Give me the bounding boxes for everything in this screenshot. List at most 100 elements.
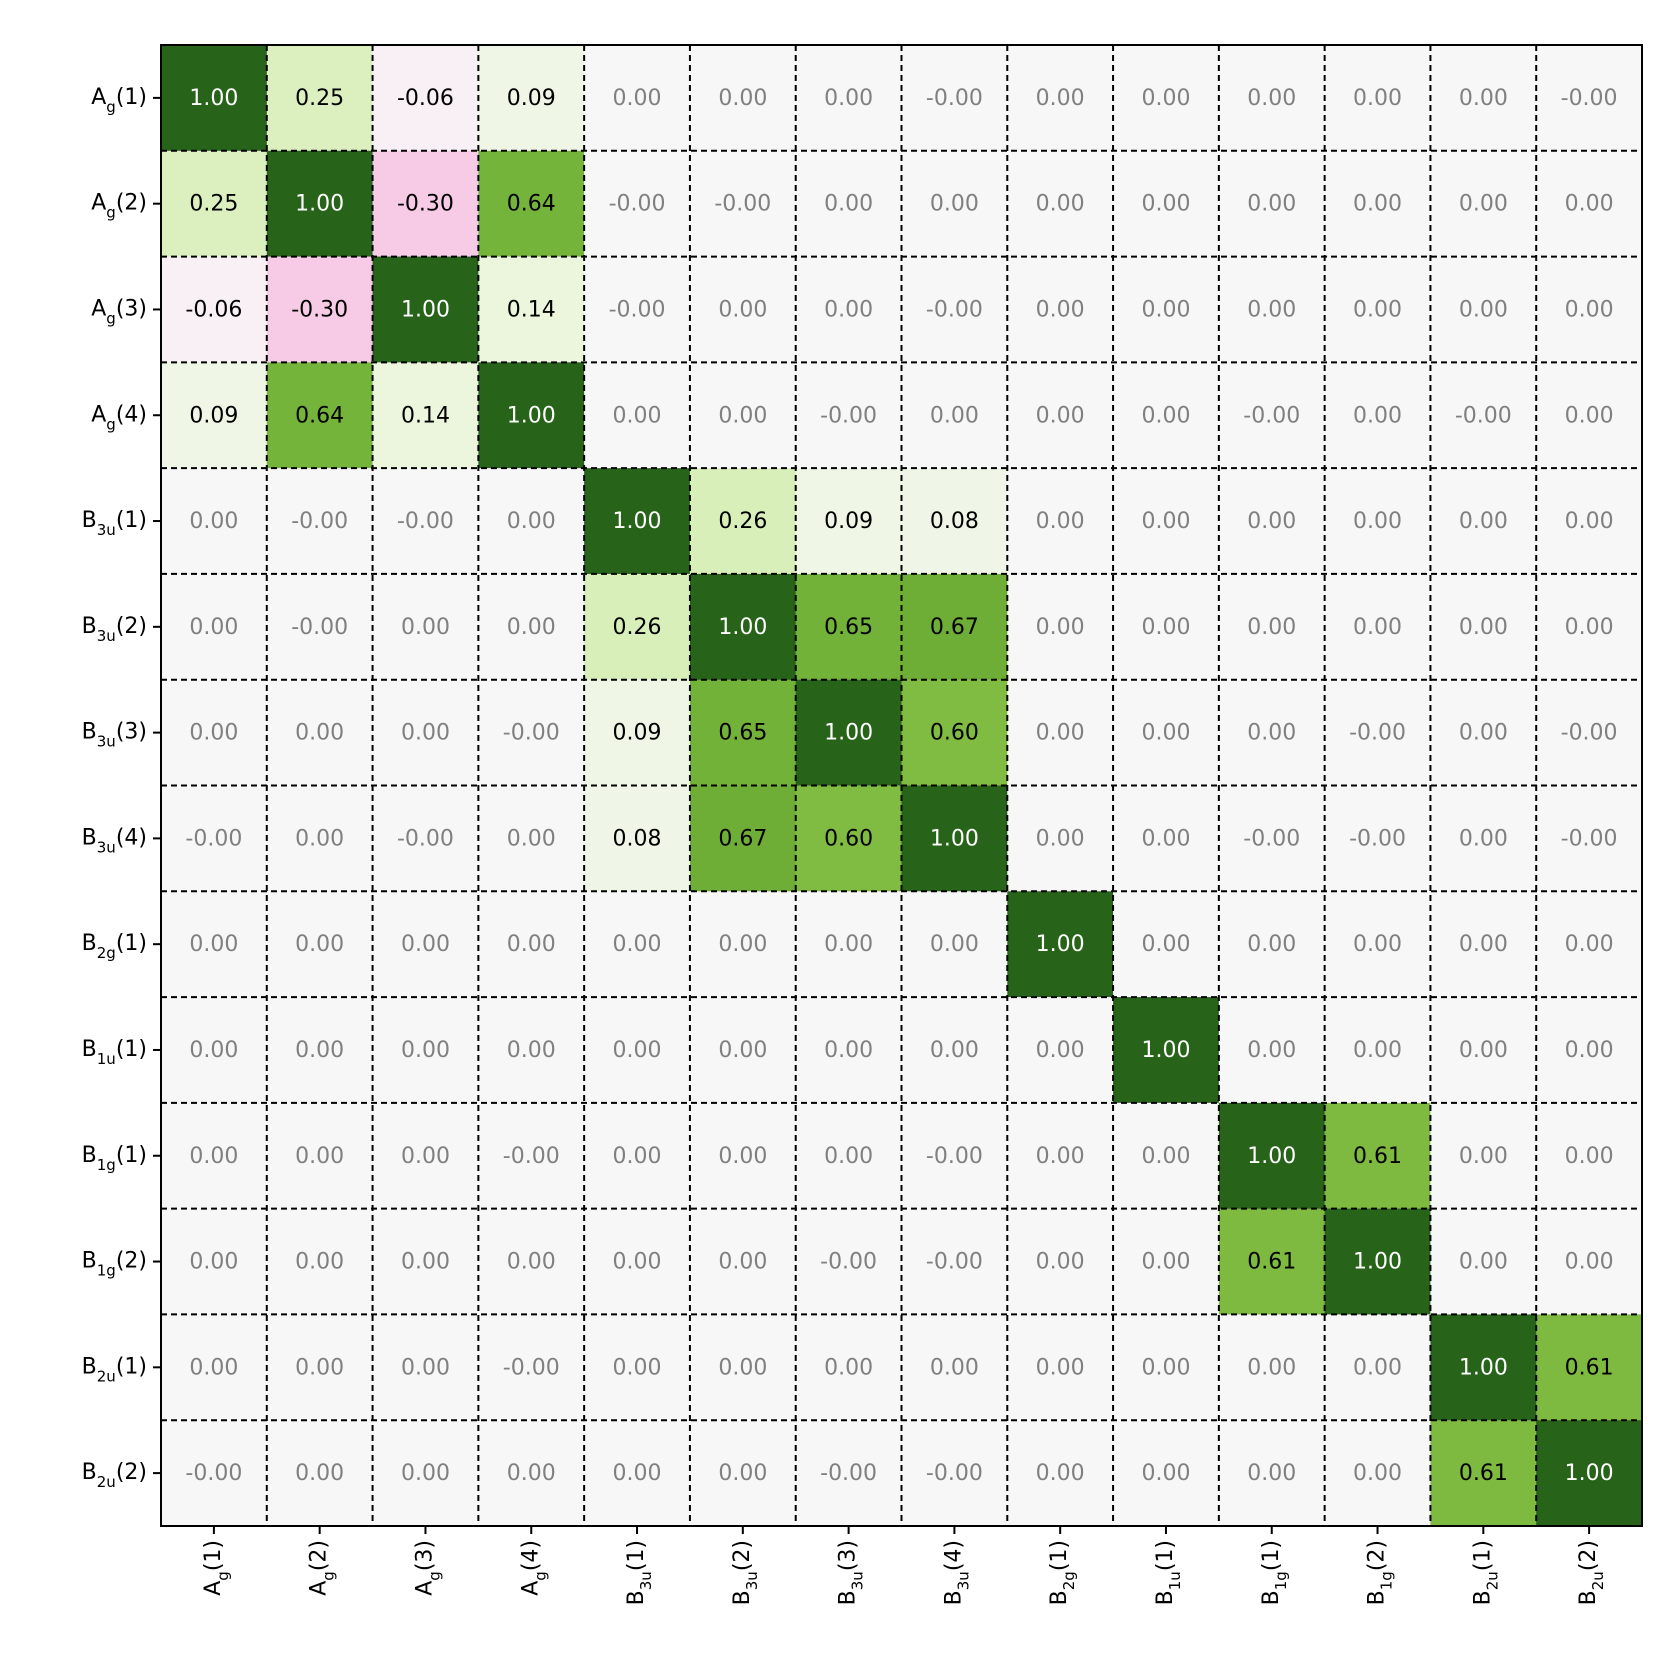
cell [1007,679,1114,786]
label-base: A [91,191,106,216]
cell [1113,1102,1220,1210]
cell-label: 0.00 [930,1355,979,1380]
label-sub: 2u [97,1367,116,1385]
y-tick-label: B3u(2) [82,614,147,645]
label-suffix: (1) [1470,1540,1495,1571]
cell-label: 0.00 [1141,86,1190,111]
cell [1430,785,1537,892]
label-base: A [91,85,106,110]
cell-label: 0.00 [1036,826,1085,851]
cell-label: 0.00 [189,615,238,640]
x-tick-label: B1u(1) [1153,1540,1184,1605]
cell-label: -0.00 [926,1461,983,1486]
cell-label: 0.00 [1141,1461,1190,1486]
cell [1430,256,1537,363]
cell [584,679,691,786]
cell [1218,997,1326,1104]
cell-label: 0.00 [401,1250,450,1275]
cell-label: 0.00 [930,192,979,217]
x-tick-label: B1g(1) [1259,1540,1290,1605]
cell-label: 0.00 [401,932,450,957]
label-base: B [82,931,97,956]
cell-label: 0.00 [1565,297,1614,322]
cell [795,1420,902,1527]
cell-label: 1.00 [1141,1038,1190,1063]
label-suffix: (3) [836,1540,861,1571]
cell-label: 1.00 [718,615,767,640]
cell [372,45,479,152]
label-suffix: (3) [412,1540,437,1571]
cell-label: 0.00 [507,932,556,957]
cell [1536,1208,1643,1315]
label-sub: 1g [1271,1571,1289,1590]
cell [1007,1420,1114,1527]
cell-label: 0.61 [1565,1355,1614,1380]
label-base: B [1576,1590,1601,1605]
cell [1007,150,1114,258]
cell [478,1314,585,1421]
cell-label: 0.00 [295,826,344,851]
label-base: B [836,1590,861,1605]
cell-label: 0.00 [295,721,344,746]
cell [161,1102,268,1210]
cell [1113,45,1220,152]
cell [795,573,902,681]
label-base: A [201,1581,226,1596]
cell-label: 0.00 [1565,509,1614,534]
cell [1113,150,1220,258]
cell [1536,891,1643,998]
cell [1430,1208,1537,1315]
cell-label: 0.00 [1459,86,1508,111]
cell [372,362,479,469]
label-sub: 2u [97,1473,116,1491]
cell-label: -0.00 [185,1461,242,1486]
cell [266,468,374,575]
cell [901,785,1008,892]
cell-label: -0.00 [820,403,877,428]
cell-label: 1.00 [1565,1461,1614,1486]
label-base: A [91,296,106,321]
cell-label: 0.00 [1565,1144,1614,1169]
cell-label: -0.00 [820,1461,877,1486]
cell [1218,679,1326,786]
y-tick-label: B2u(2) [82,1460,147,1491]
cell [372,1420,479,1527]
cell [1007,362,1114,469]
label-base: B [82,614,97,639]
label-base: B [1047,1590,1072,1605]
label-suffix: (2) [116,191,147,216]
cell [901,45,1008,152]
label-suffix: (2) [116,614,147,639]
cell-label: 0.00 [1036,1250,1085,1275]
cell-label: 0.00 [1247,1038,1296,1063]
cell [1007,468,1114,575]
cell [372,468,479,575]
cell [266,1420,374,1527]
cell [584,891,691,998]
cell [1430,468,1537,575]
cell [1536,997,1643,1104]
cell-label: 0.00 [824,1144,873,1169]
cell-label: 0.67 [718,826,767,851]
cell [795,1314,902,1421]
cell-label: -0.30 [397,192,454,217]
x-tick-label: B2u(1) [1470,1540,1501,1605]
cell-label: 0.00 [1141,1250,1190,1275]
cell [689,468,797,575]
label-suffix: (1) [1047,1540,1072,1571]
label-sub: 3u [97,626,116,644]
cell [161,468,268,575]
cell-label: 0.00 [1353,932,1402,957]
cell-label: -0.00 [609,297,666,322]
cell [1007,785,1114,892]
cell-label: 0.00 [1036,1038,1085,1063]
cell-label: 0.00 [1459,192,1508,217]
cell [584,1102,691,1210]
cell [478,679,585,786]
cell [478,573,585,681]
cell-label: -0.00 [609,192,666,217]
cell-label: 0.00 [930,932,979,957]
cell [689,150,797,258]
cell-label: 0.60 [930,721,979,746]
cell [795,997,902,1104]
